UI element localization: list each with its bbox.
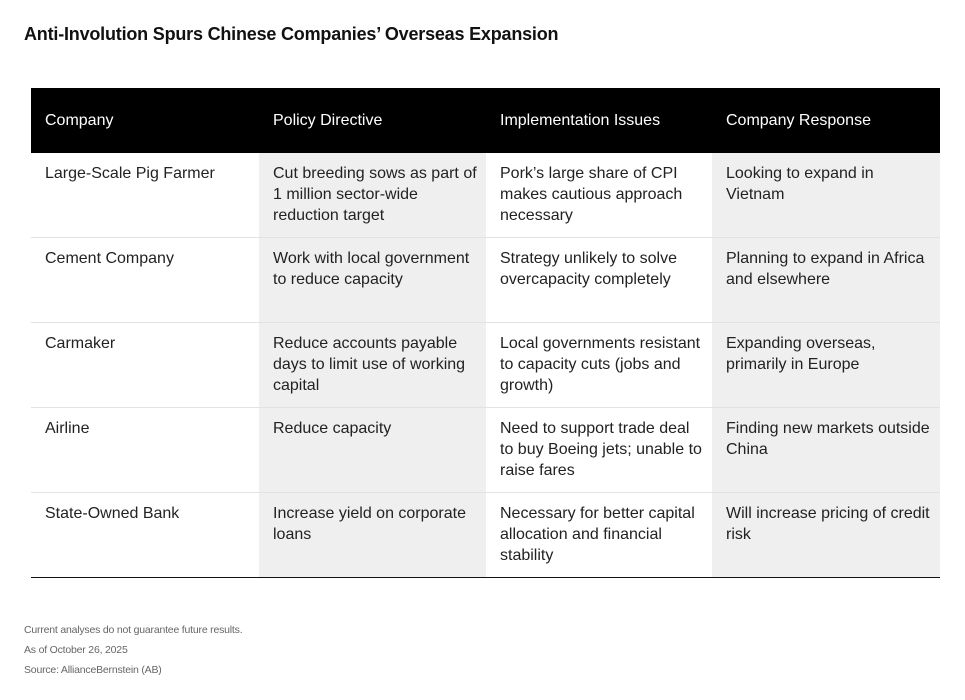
page-title: Anti-Involution Spurs Chinese Companies’… bbox=[24, 24, 559, 44]
header-company-response: Company Response bbox=[726, 111, 871, 129]
table-row: Cement Company Work with local governmen… bbox=[31, 238, 940, 323]
cell-policy-directive: Work with local government to reduce cap… bbox=[259, 238, 486, 322]
cell-company-response: Finding new markets outside China bbox=[712, 408, 940, 492]
cell-implementation-issues: Necessary for better capital allocation … bbox=[500, 505, 695, 564]
cell-company-response: Planning to expand in Africa and elsewhe… bbox=[712, 238, 940, 322]
cell-company-response: Looking to expand in Vietnam bbox=[712, 153, 940, 237]
header-policy-directive: Policy Directive bbox=[273, 111, 383, 129]
cell-policy-directive: Cut breeding sows as part of 1 million s… bbox=[259, 153, 486, 237]
cell-policy-directive: Increase yield on corporate loans bbox=[259, 493, 486, 577]
footer-date: As of October 26, 2025 bbox=[24, 644, 128, 656]
cell-implementation-issues: Pork’s large share of CPI makes cautious… bbox=[500, 165, 683, 224]
cell-company-response: Will increase pricing of credit risk bbox=[712, 493, 940, 577]
table-row: Carmaker Reduce accounts payable days to… bbox=[31, 323, 940, 408]
table-row: Large-Scale Pig Farmer Cut breeding sows… bbox=[31, 153, 940, 238]
table-header: Company Policy Directive Implementation … bbox=[31, 88, 940, 153]
cell-company: Cement Company bbox=[45, 250, 174, 267]
header-company: Company bbox=[45, 111, 114, 129]
footer-source: Source: AllianceBernstein (AB) bbox=[24, 664, 162, 676]
cell-policy-directive: Reduce accounts payable days to limit us… bbox=[259, 323, 486, 407]
table-row: State-Owned Bank Increase yield on corpo… bbox=[31, 493, 940, 577]
header-implementation-issues: Implementation Issues bbox=[500, 111, 661, 129]
cell-company: Carmaker bbox=[45, 335, 116, 352]
cell-company: Large-Scale Pig Farmer bbox=[45, 165, 215, 182]
cell-policy-directive: Reduce capacity bbox=[259, 408, 486, 492]
table-row: Airline Reduce capacity Need to support … bbox=[31, 408, 940, 493]
footer-disclaimer: Current analyses do not guarantee future… bbox=[24, 624, 243, 636]
cell-implementation-issues: Local governments resistant to capacity … bbox=[500, 335, 701, 394]
cell-company-response: Expanding overseas, primarily in Europe bbox=[712, 323, 940, 407]
cell-implementation-issues: Strategy unlikely to solve overcapacity … bbox=[500, 250, 677, 288]
cell-company: State-Owned Bank bbox=[45, 505, 180, 522]
cell-implementation-issues: Need to support trade deal to buy Boeing… bbox=[500, 420, 702, 479]
cell-company: Airline bbox=[45, 420, 90, 437]
data-table: Company Policy Directive Implementation … bbox=[31, 88, 940, 578]
